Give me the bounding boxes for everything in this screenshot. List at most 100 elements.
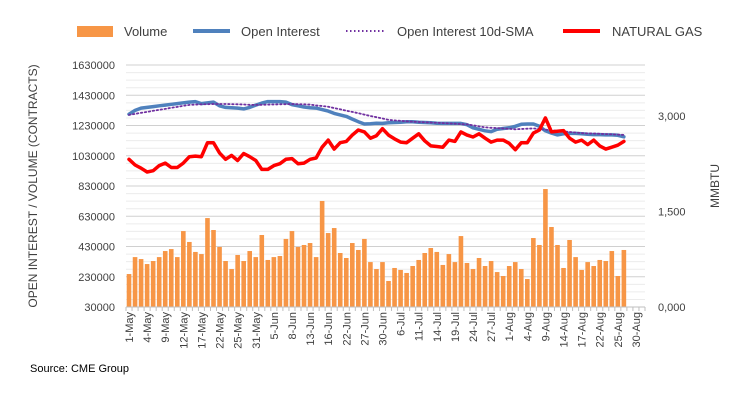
volume-bar [211, 230, 216, 307]
left-tick-label: 1430000 [72, 90, 115, 102]
left-tick-label: 1030000 [72, 151, 115, 163]
volume-bar [428, 248, 434, 307]
volume-bar [374, 269, 379, 307]
left-tick-label: 1630000 [72, 60, 115, 72]
volume-bar [591, 266, 597, 307]
volume-bar [247, 251, 253, 307]
volume-bar [573, 257, 578, 307]
volume-bar [482, 266, 488, 307]
left-tick-label: 30000 [84, 302, 115, 314]
volume-bar [205, 218, 210, 307]
x-tick-label: 17-May [196, 312, 208, 349]
volume-bar [301, 244, 307, 307]
x-tick-label: 19-Jul [450, 312, 462, 342]
x-tick-label: 4-Aug [522, 312, 534, 341]
right-tick-label: 1,500 [658, 206, 686, 218]
x-tick-label: 1-Aug [504, 312, 516, 341]
x-tick-label: 31-May [251, 312, 263, 349]
volume-bar [398, 269, 403, 307]
volume-bar [609, 251, 615, 307]
volume-bar [259, 235, 265, 307]
volume-bar [446, 254, 452, 307]
x-tick-label: 14-Aug [559, 312, 571, 347]
x-tick-label: 22-May [215, 312, 227, 349]
x-tick-label: 30-Jun [377, 312, 389, 346]
volume-bar [567, 239, 572, 307]
volume-bar [337, 253, 343, 307]
volume-bar [531, 238, 536, 307]
volume-bar [138, 259, 144, 307]
volume-bar [585, 262, 590, 307]
x-tick-label: 12-May [178, 312, 190, 349]
volume-bar [277, 256, 283, 307]
volume-bar [150, 261, 156, 307]
x-tick-label: 6-Jul [396, 312, 408, 336]
x-axis: 1-May 4-May 9-May 12-May 17-May 22-May 25-May 3… [124, 306, 646, 349]
volume-bar [223, 261, 228, 307]
volume-bar [156, 257, 162, 307]
volume-bar [464, 262, 470, 307]
right-tick-label: 0,000 [658, 302, 686, 314]
x-tick-label: 17-Aug [577, 312, 589, 347]
legend: Volume Open Interest Open Interest 10d-S… [77, 24, 703, 39]
volume-bar [181, 231, 186, 307]
volume-bar [132, 257, 138, 307]
volume-bar [416, 259, 421, 307]
volume-bar [350, 243, 355, 307]
volume-bar [313, 257, 319, 307]
volume-bar [162, 251, 168, 307]
volume-bar [325, 233, 331, 307]
volume-bar [555, 244, 560, 307]
right-tick-label: 3,000 [658, 111, 686, 123]
x-tick-label: 9-Aug [540, 312, 552, 341]
x-tick-label: 8-Jun [287, 312, 299, 340]
volume-bar [506, 266, 512, 307]
volume-bar [525, 279, 530, 307]
volume-bar [537, 244, 542, 307]
volume-bar [434, 251, 440, 307]
volume-bar [549, 226, 554, 307]
left-tick-label: 830000 [78, 181, 115, 193]
volume-bar [368, 262, 373, 307]
left-tick-label: 630000 [78, 211, 115, 223]
x-tick-label: 22-Jun [341, 312, 353, 346]
volume-bar [356, 249, 361, 307]
volume-bar [410, 266, 415, 307]
left-axis-label: OPEN INTEREST / VOLUME (CONTRACTS) [26, 64, 40, 307]
volume-bar [174, 257, 180, 307]
volume-bar [331, 228, 337, 307]
volume-bar [543, 189, 548, 307]
gridlines [126, 64, 645, 308]
x-tick-label: 1-May [124, 312, 136, 343]
legend-sma-label: Open Interest 10d-SMA [397, 24, 534, 39]
volume-bar [386, 280, 391, 307]
x-tick-label: 27-Jul [486, 312, 498, 342]
left-tick-label: 430000 [78, 242, 115, 254]
volume-bar [494, 272, 500, 307]
volume-bar [187, 241, 192, 307]
volume-bar [199, 254, 204, 307]
legend-natural-gas-label: NATURAL GAS [612, 24, 703, 39]
x-tick-label: 22-Aug [595, 312, 607, 347]
x-tick-label: 27-Jun [359, 312, 371, 346]
x-tick-label: 25-Aug [613, 312, 625, 347]
volume-bar [597, 259, 603, 307]
series-lines [127, 99, 626, 174]
x-tick-label: 24-Jul [468, 312, 480, 342]
natural-gas-line [127, 116, 626, 174]
volume-bar [380, 262, 385, 307]
volume-bar [470, 269, 476, 307]
left-tick-label: 230000 [78, 272, 115, 284]
legend-open-interest-label: Open Interest [241, 24, 320, 39]
volume-bar [458, 236, 464, 307]
volume-bar [193, 251, 198, 307]
volume-bar [440, 264, 446, 307]
x-tick-label: 11-Jul [414, 312, 426, 341]
volume-bar [452, 262, 458, 307]
volume-bar [392, 267, 397, 307]
source-note: Source: CME Group [30, 363, 129, 375]
volume-bar [229, 269, 234, 307]
volume-bar [615, 275, 621, 307]
volume-bar [271, 257, 277, 307]
